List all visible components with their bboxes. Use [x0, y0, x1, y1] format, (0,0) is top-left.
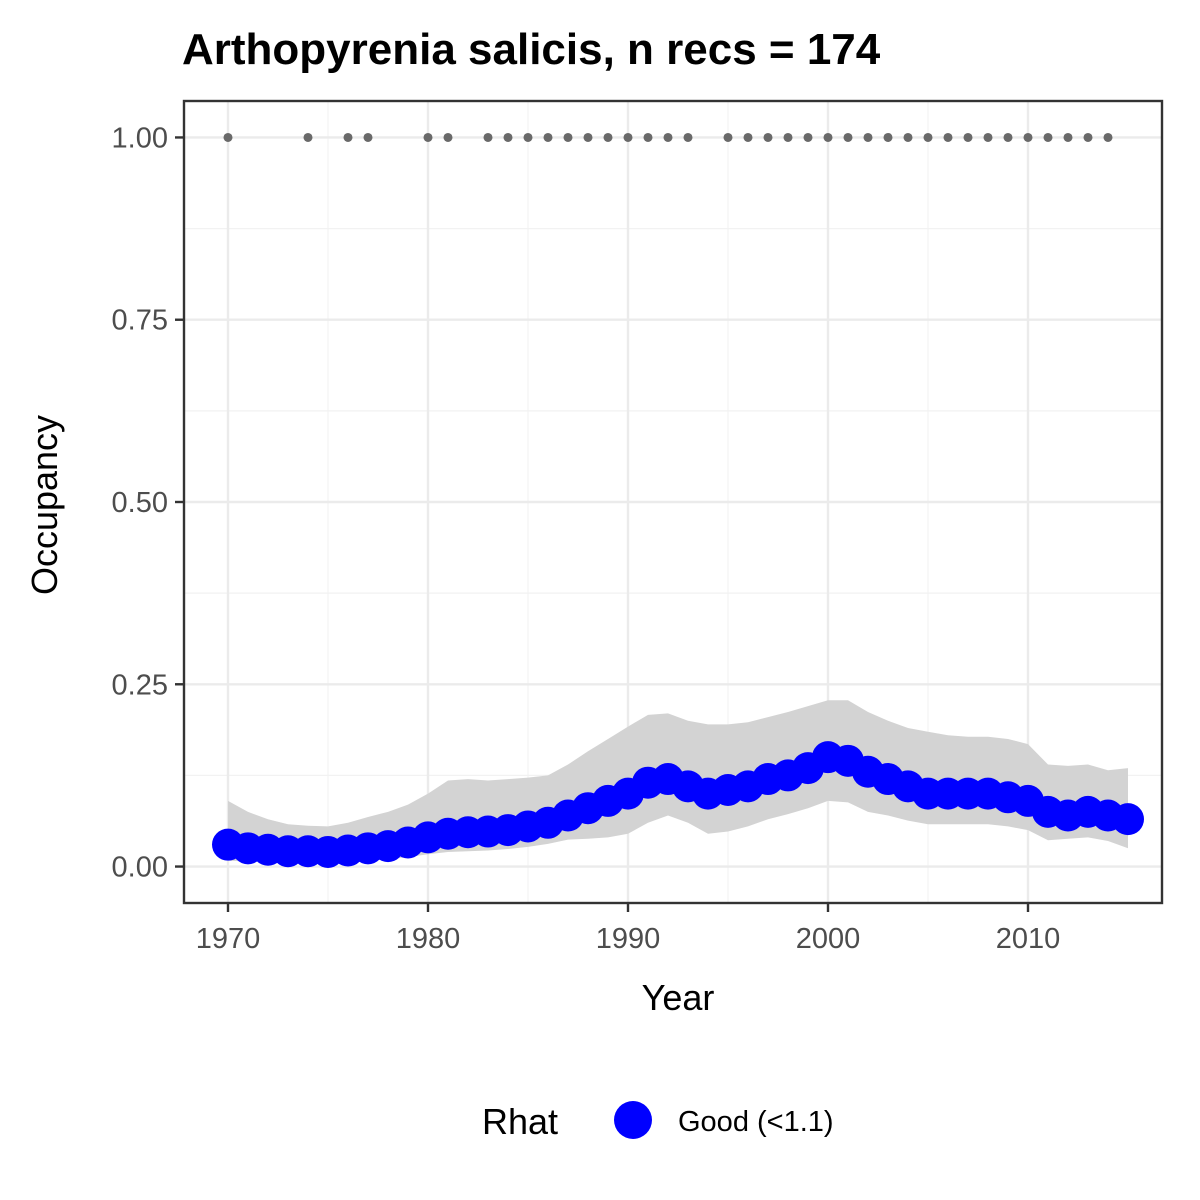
record-point [683, 132, 693, 142]
record-point [883, 132, 893, 142]
record-point [1083, 132, 1093, 142]
record-point [503, 132, 513, 142]
record-point [563, 132, 573, 142]
y-axis-title: Occupancy [24, 415, 65, 595]
chart-title: Arthopyrenia salicis, n recs = 174 [182, 25, 881, 74]
x-axis-title: Year [642, 977, 715, 1018]
record-point [1063, 132, 1073, 142]
x-tick-label: 1970 [196, 923, 261, 955]
record-point [1043, 132, 1053, 142]
plot-panel [182, 99, 1164, 905]
y-axis: 0.00 0.25 0.50 0.75 1.00 [112, 122, 184, 884]
record-point [523, 132, 533, 142]
record-point [723, 132, 733, 142]
record-point [603, 132, 613, 142]
record-point [1003, 132, 1013, 142]
y-tick-label: 0.50 [112, 487, 168, 519]
record-point [443, 132, 453, 142]
mean-occupancy-point [1112, 803, 1144, 836]
record-point [1023, 132, 1033, 142]
record-point [343, 132, 353, 142]
record-point [943, 132, 953, 142]
record-point [963, 132, 973, 142]
record-point [483, 132, 493, 142]
record-point [623, 132, 633, 142]
record-point [743, 132, 753, 142]
y-tick-label: 1.00 [112, 122, 168, 154]
record-point [303, 132, 313, 142]
record-point [983, 132, 993, 142]
legend-title: Rhat [482, 1101, 558, 1142]
x-tick-label: 1980 [396, 923, 461, 955]
y-tick-label: 0.75 [112, 305, 168, 337]
x-tick-label: 1990 [596, 923, 661, 955]
record-point [1103, 132, 1113, 142]
x-tick-label: 2000 [796, 923, 861, 955]
record-point [583, 132, 593, 142]
x-axis: 1970 1980 1990 2000 2010 [196, 903, 1061, 955]
record-point [863, 132, 873, 142]
record-point [423, 132, 433, 142]
record-point [783, 132, 793, 142]
record-point [643, 132, 653, 142]
record-point [823, 132, 833, 142]
record-point [923, 132, 933, 142]
record-point [223, 132, 233, 142]
y-tick-label: 0.00 [112, 852, 168, 884]
record-point [663, 132, 673, 142]
legend: Rhat Good (<1.1) [482, 1101, 834, 1142]
y-tick-label: 0.25 [112, 669, 168, 701]
legend-label-good: Good (<1.1) [678, 1106, 834, 1138]
record-point [543, 132, 553, 142]
record-point [763, 132, 773, 142]
x-tick-label: 2010 [996, 923, 1061, 955]
record-point [363, 132, 373, 142]
record-point [903, 132, 913, 142]
record-point [843, 132, 853, 142]
record-point [803, 132, 813, 142]
legend-key-good [614, 1101, 652, 1139]
